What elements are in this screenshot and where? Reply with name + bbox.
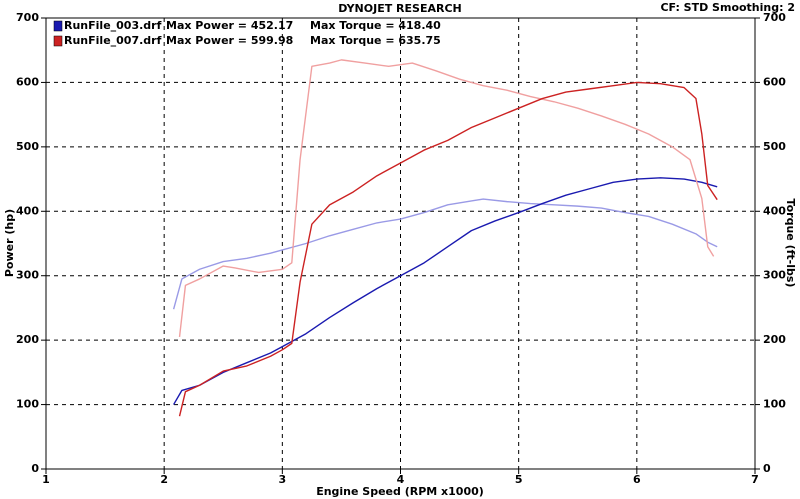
data-line: [172, 198, 718, 310]
legend-max-torque: Max Torque = 635.75: [310, 34, 441, 47]
y-tick-label: 0: [31, 462, 39, 475]
x-tick-label: 6: [633, 473, 641, 486]
legend-label: RunFile_007.drf: [64, 34, 162, 47]
y-tick-label: 200: [16, 333, 39, 346]
y2-axis-title: Torque (ft-lbs): [784, 199, 797, 288]
data-line: [178, 59, 715, 337]
legend-swatch: [53, 35, 63, 47]
y-tick-label: 400: [16, 204, 39, 217]
x-axis-title: Engine Speed (RPM x1000): [316, 485, 484, 498]
data-line: [173, 177, 718, 405]
y2-tick-label: 500: [763, 140, 786, 153]
legend-label: RunFile_003.drf: [64, 19, 162, 32]
y2-tick-label: 400: [763, 204, 786, 217]
chart-title: DYNOJET RESEARCH: [338, 2, 461, 15]
y2-tick-label: 0: [763, 462, 771, 475]
y-tick-label: 700: [16, 11, 39, 24]
x-tick-label: 4: [397, 473, 405, 486]
data-line: [178, 81, 718, 417]
settings: CF: STD Smoothing: 2: [660, 1, 795, 14]
y2-tick-label: 200: [763, 333, 786, 346]
y2-tick-label: 300: [763, 269, 786, 282]
legend-max-torque: Max Torque = 418.40: [310, 19, 441, 32]
x-tick-label: 5: [515, 473, 523, 486]
legend-max-power: Max Power = 599.98: [166, 34, 293, 47]
legend-max-power: Max Power = 452.17: [166, 19, 293, 32]
y2-tick-label: 700: [763, 11, 786, 24]
x-tick-label: 3: [279, 473, 287, 486]
y2-tick-label: 600: [763, 75, 786, 88]
y-tick-label: 300: [16, 269, 39, 282]
y-tick-label: 100: [16, 398, 39, 411]
y2-tick-label: 100: [763, 398, 786, 411]
x-tick-label: 2: [160, 473, 168, 486]
y-tick-label: 600: [16, 75, 39, 88]
y-tick-label: 500: [16, 140, 39, 153]
x-tick-label: 1: [42, 473, 50, 486]
y-axis-title: Power (hp): [3, 209, 16, 277]
x-tick-label: 7: [751, 473, 759, 486]
legend-swatch: [53, 20, 63, 32]
